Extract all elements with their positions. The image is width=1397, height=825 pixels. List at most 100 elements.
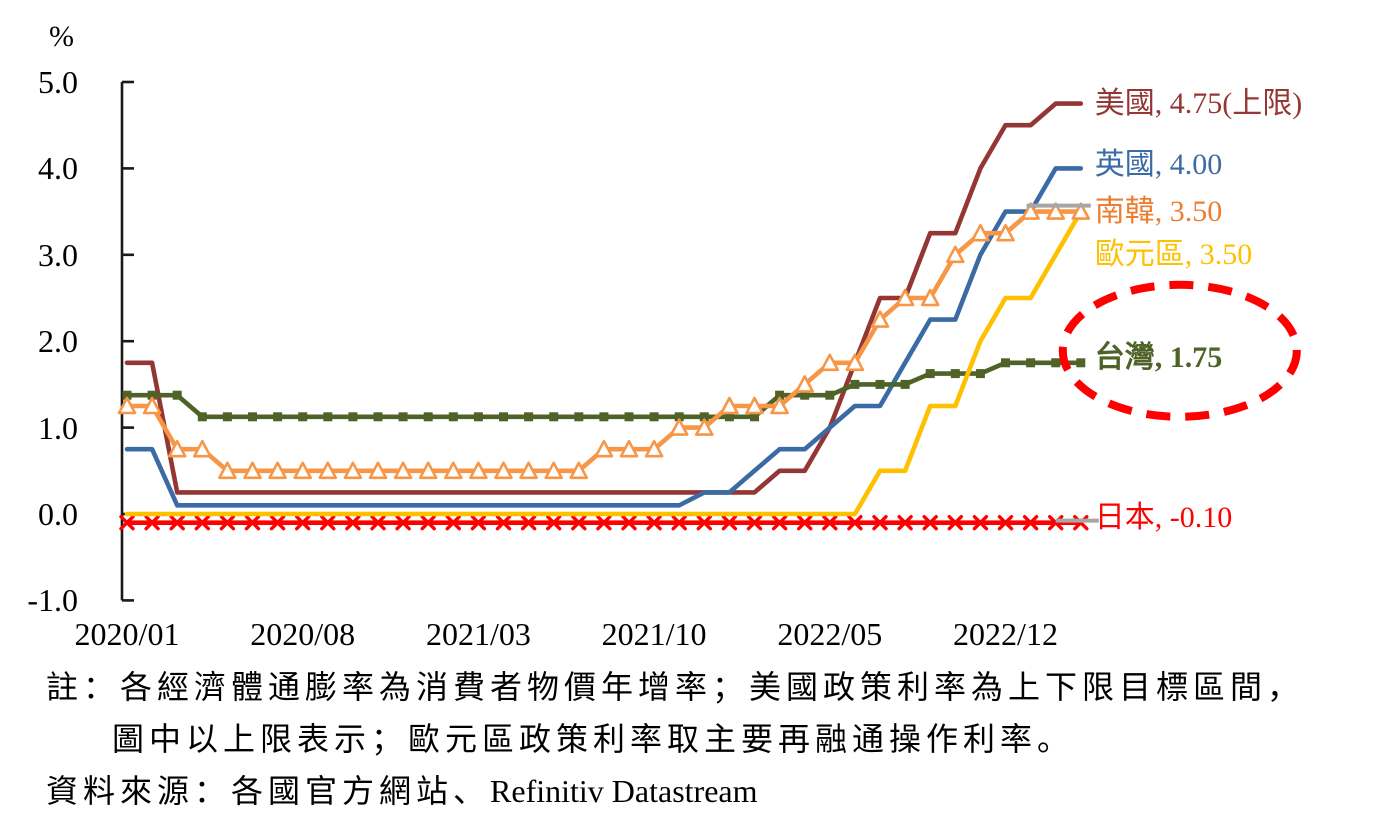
- marker-x-japan: [596, 514, 612, 531]
- marker-triangle-korea: [569, 461, 589, 480]
- marker-triangle-korea: [845, 353, 865, 372]
- source-latin: Refinitiv Datastream: [490, 773, 758, 809]
- marker-triangle-korea: [594, 439, 614, 458]
- marker-x-japan: [1022, 514, 1039, 531]
- marker-triangle-korea: [669, 418, 689, 436]
- marker-square-taiwan: [574, 412, 584, 422]
- marker-square-taiwan: [624, 412, 634, 422]
- y-axis-unit-label: %: [49, 20, 74, 53]
- marker-triangle-korea: [444, 461, 463, 480]
- y-tick-label: 5.0: [38, 64, 78, 100]
- x-tick-label: 2022/12: [953, 616, 1058, 652]
- marker-triangle-korea: [368, 461, 388, 480]
- series-label-korea: 南韓, 3.50: [1094, 194, 1223, 228]
- marker-square-taiwan: [524, 412, 534, 422]
- marker-x-japan: [445, 514, 461, 531]
- marker-square-taiwan: [248, 412, 257, 422]
- marker-triangle-korea: [946, 245, 965, 264]
- marker-triangle-korea: [293, 461, 312, 480]
- y-tick-label: 1.0: [38, 409, 78, 446]
- marker-square-taiwan: [1076, 358, 1086, 368]
- chart-canvas: [117, 80, 1301, 602]
- highlight-ellipse: [1058, 280, 1301, 421]
- marker-square-taiwan: [323, 412, 333, 422]
- marker-triangle-korea: [820, 353, 840, 372]
- marker-square-taiwan: [724, 412, 734, 422]
- y-tick-label: 0.0: [38, 496, 78, 532]
- marker-triangle-korea: [795, 375, 814, 393]
- marker-triangle-korea: [117, 396, 137, 415]
- marker-triangle-korea: [393, 461, 413, 480]
- marker-triangle-korea: [1021, 202, 1040, 220]
- marker-triangle-korea: [193, 439, 212, 458]
- marker-triangle-korea: [544, 461, 563, 480]
- x-tick-label: 2021/03: [425, 616, 531, 652]
- marker-triangle-korea: [218, 461, 237, 480]
- marker-triangle-korea: [695, 418, 714, 436]
- marker-triangle-korea: [770, 396, 789, 415]
- marker-x-japan: [671, 514, 687, 531]
- marker-square-taiwan: [147, 390, 157, 400]
- marker-x-japan: [244, 514, 261, 531]
- marker-square-taiwan: [699, 412, 709, 422]
- series-label-us: 美國, 4.75(上限): [1094, 86, 1303, 120]
- marker-x-japan: [746, 514, 763, 531]
- series-line-taiwan: [124, 360, 1084, 420]
- marker-x-japan: [219, 514, 236, 531]
- x-tick-label: 2020/08: [250, 616, 356, 652]
- x-tick-label: 2022/05: [777, 616, 883, 652]
- marker-x-japan: [395, 514, 411, 531]
- marker-square-taiwan: [800, 390, 810, 400]
- marker-triangle-korea: [318, 461, 338, 480]
- marker-x-japan: [420, 514, 436, 531]
- marker-triangle-korea: [142, 396, 162, 415]
- marker-square-taiwan: [423, 412, 433, 422]
- series-label-uk: 英國, 4.00: [1094, 148, 1223, 182]
- marker-square-taiwan: [1001, 358, 1010, 368]
- marker-square-taiwan: [499, 412, 508, 422]
- marker-triangle-korea: [996, 223, 1015, 242]
- y-tick-label: 2.0: [38, 323, 78, 360]
- note-line-1: 註：各經濟體通膨率為消費者物價年增率；美國政策利率為上下限目標區間，: [46, 669, 1305, 705]
- marker-square-taiwan: [750, 412, 759, 422]
- y-tick-label: -1.0: [27, 582, 78, 619]
- marker-x-japan: [922, 514, 938, 531]
- marker-x-japan: [320, 514, 336, 531]
- marker-square-taiwan: [900, 379, 910, 389]
- marker-x-japan: [345, 514, 361, 531]
- series-label-euro: 歐元區, 3.50: [1094, 237, 1253, 271]
- marker-x-japan: [621, 514, 637, 531]
- marker-square-taiwan: [825, 390, 835, 400]
- marker-x-japan: [797, 514, 813, 531]
- marker-triangle-korea: [895, 288, 915, 307]
- marker-square-taiwan: [775, 390, 785, 400]
- marker-square-taiwan: [398, 412, 408, 422]
- marker-x-japan: [872, 514, 888, 531]
- marker-x-japan: [520, 514, 537, 531]
- series-label-taiwan: 台灣, 1.75: [1094, 340, 1223, 374]
- marker-x-japan: [646, 514, 662, 531]
- series-line-us: [124, 101, 1084, 495]
- marker-square-taiwan: [975, 369, 985, 379]
- marker-triangle-korea: [644, 439, 664, 458]
- marker-triangle-korea: [920, 288, 940, 307]
- marker-square-taiwan: [122, 390, 132, 400]
- marker-triangle-korea: [469, 461, 488, 480]
- marker-triangle-korea: [1046, 202, 1065, 220]
- marker-square-taiwan: [273, 412, 283, 422]
- series-line-euro: [124, 209, 1084, 517]
- marker-square-taiwan: [549, 412, 559, 422]
- marker-square-taiwan: [348, 412, 358, 422]
- marker-triangle-korea: [243, 461, 262, 480]
- series-line-korea: [124, 209, 1084, 474]
- marker-x-japan: [194, 514, 211, 531]
- marker-x-japan: [696, 514, 712, 531]
- series-label-japan: 日本, -0.10: [1094, 500, 1233, 534]
- marker-x-japan: [546, 514, 562, 531]
- marker-triangle-korea: [619, 439, 639, 458]
- marker-x-japan: [269, 514, 286, 531]
- marker-x-japan: [997, 514, 1014, 531]
- marker-triangle-korea: [1071, 202, 1091, 220]
- marker-triangle-korea: [870, 310, 890, 328]
